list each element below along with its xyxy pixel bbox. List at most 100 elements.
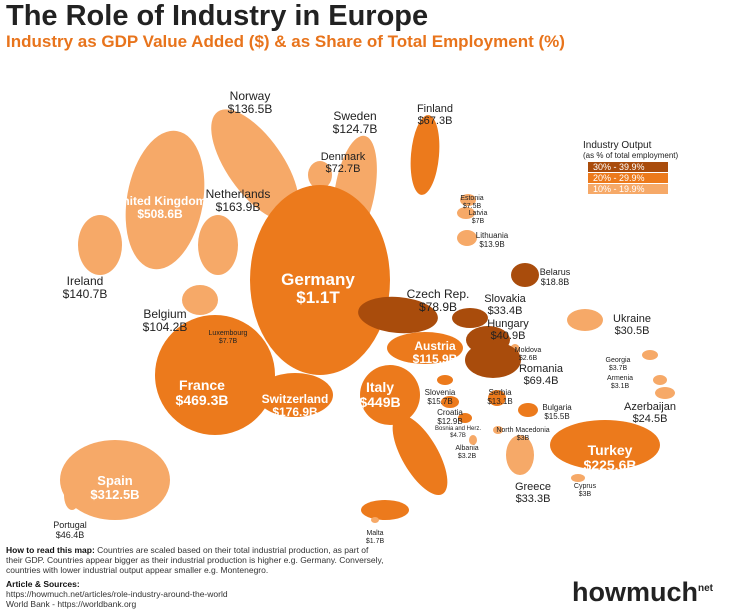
legend-swatch xyxy=(588,184,668,194)
country-shape xyxy=(182,285,218,315)
country-shape xyxy=(469,435,477,445)
legend-swatch xyxy=(588,173,668,183)
country-name: Luxembourg xyxy=(209,330,248,337)
country-name: Greece xyxy=(515,481,551,493)
country-name: Belarus xyxy=(540,267,571,277)
country-name: Lithuania xyxy=(476,231,509,240)
country-name: France xyxy=(179,377,225,393)
country-name: Germany xyxy=(281,270,355,289)
legend-label: 10% - 19.9% xyxy=(593,184,645,194)
country-name: Malta xyxy=(366,530,383,537)
country-name: Turkey xyxy=(588,442,633,458)
legend-label: 20% - 29.9% xyxy=(593,173,645,183)
country-name: Spain xyxy=(97,473,132,488)
country-name: Austria xyxy=(414,339,456,353)
country-value: $30.5B xyxy=(615,325,650,337)
how-to-read: How to read this map: Countries are scal… xyxy=(6,545,386,575)
country-shape xyxy=(465,342,521,378)
country-name: Azerbaijan xyxy=(624,401,676,413)
country-name: Cyprus xyxy=(574,483,597,490)
country-value: $163.9B xyxy=(216,200,261,214)
country-value: $7.5B xyxy=(463,203,482,210)
country-value: $449B xyxy=(359,394,400,410)
country-value: $312.5B xyxy=(90,487,139,502)
country-value: $4.7B xyxy=(450,433,466,439)
logo: howmuchnet xyxy=(572,577,713,608)
country-shape xyxy=(506,435,534,475)
country-value: $18.8B xyxy=(541,277,570,287)
legend-subtitle: (as % of total employment) xyxy=(583,151,678,160)
country-name: Armenia xyxy=(607,375,633,382)
country-name: Albania xyxy=(455,445,478,452)
country-value: $13.1B xyxy=(487,397,512,406)
country-value: $140.7B xyxy=(63,287,108,301)
country-name: Denmark xyxy=(321,151,366,163)
country-value: $67.3B xyxy=(418,115,453,127)
country-value: $15.7B xyxy=(427,397,452,406)
country-value: $2.6B xyxy=(519,355,538,362)
country-name: Hungary xyxy=(487,318,529,330)
country-shape xyxy=(371,517,379,523)
country-value: $136.5B xyxy=(228,102,273,116)
country-value: $3.2B xyxy=(458,453,477,460)
country-name: Serbia xyxy=(488,388,512,397)
country-value: $225.6B xyxy=(584,457,637,473)
country-value: $508.6B xyxy=(137,207,183,221)
footer: How to read this map: Countries are scal… xyxy=(6,545,386,609)
country-name: Norway xyxy=(230,89,271,103)
country-shape xyxy=(387,332,463,364)
source: https://howmuch.net/articles/role-indust… xyxy=(6,589,228,599)
country-shape xyxy=(441,396,459,408)
subtitle: Industry as GDP Value Added ($) & as Sha… xyxy=(6,32,565,51)
country-name: Romania xyxy=(519,363,564,375)
country-value: $12.9B xyxy=(437,417,462,426)
country-shape xyxy=(511,263,539,287)
country-value: $33.4B xyxy=(488,305,523,317)
country-name: Latvia xyxy=(469,210,488,217)
logo-text: howmuch xyxy=(572,577,698,607)
country-shape xyxy=(78,215,122,275)
country-shape xyxy=(308,161,332,189)
country-shape xyxy=(211,109,299,221)
country-name: Finland xyxy=(417,103,453,115)
country-value: $13.9B xyxy=(479,240,504,249)
country-name: North Macedonia xyxy=(496,427,549,434)
country-value: $3B xyxy=(517,435,530,442)
country-shape xyxy=(125,130,205,270)
country-shape xyxy=(488,390,506,406)
country-shape xyxy=(457,207,475,219)
country-value: $1.7B xyxy=(366,538,385,545)
country-name: Portugal xyxy=(53,520,87,530)
country-shape xyxy=(155,315,275,435)
country-name: United Kingdom xyxy=(114,194,207,208)
country-name: Slovakia xyxy=(484,293,526,305)
country-value: $124.7B xyxy=(333,122,378,136)
country-value: $7.7B xyxy=(219,338,238,345)
country-value: $78.9B xyxy=(419,300,457,314)
country-name: Slovenia xyxy=(425,388,456,397)
country-shape xyxy=(457,230,477,246)
country-shape xyxy=(257,373,333,417)
country-name: Georgia xyxy=(606,357,631,364)
title: The Role of Industry in Europe xyxy=(6,0,429,32)
country-shape xyxy=(518,403,538,417)
country-value: $15.5B xyxy=(544,412,569,421)
country-shape xyxy=(452,308,488,328)
country-value: $46.4B xyxy=(56,530,85,540)
logo-suffix: net xyxy=(698,583,713,594)
country-shape xyxy=(410,115,440,195)
country-name: Sweden xyxy=(333,109,376,123)
country-name: Ireland xyxy=(67,274,104,288)
country-value: $40.9B xyxy=(491,330,526,342)
country-value: $1.1T xyxy=(296,288,340,307)
country-name: Belgium xyxy=(143,307,186,321)
country-shape xyxy=(571,474,585,482)
country-shape xyxy=(392,415,448,495)
country-value: $3.1B xyxy=(611,383,630,390)
country-value: $33.3B xyxy=(516,493,551,505)
sources: Article & Sources: https://howmuch.net/a… xyxy=(6,579,386,609)
country-shape xyxy=(550,420,660,470)
country-value: $115.9B xyxy=(413,352,458,366)
country-name: Czech Rep. xyxy=(407,287,470,301)
source: World Bank - https://worldbank.org xyxy=(6,599,137,609)
